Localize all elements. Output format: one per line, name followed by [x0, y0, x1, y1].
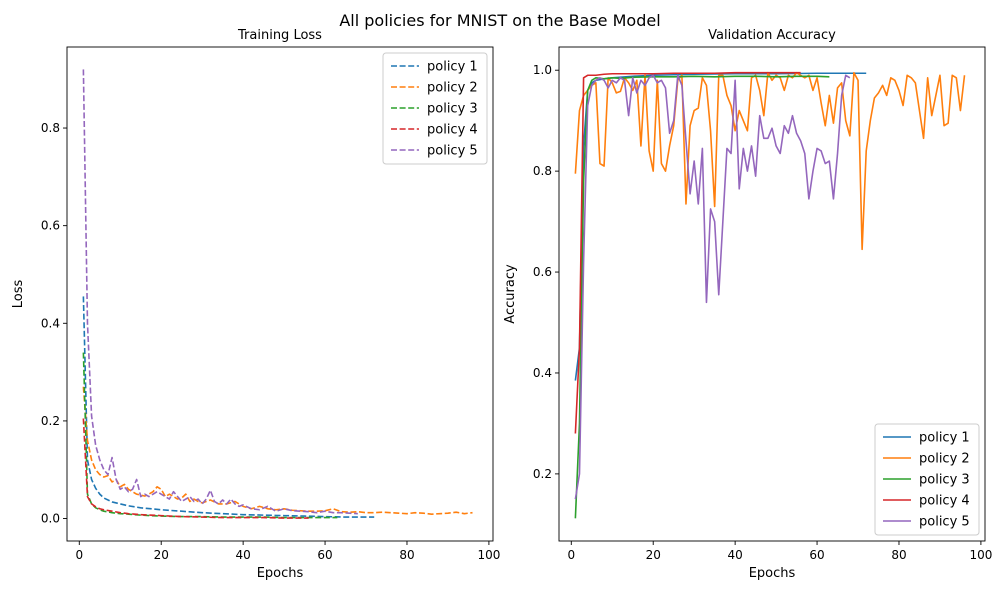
legend-label-policy-2: policy 2 [919, 452, 970, 467]
series-line-policy-4 [82, 418, 309, 519]
subplot-title: Validation Accuracy [708, 28, 836, 43]
series-line-policy-1 [574, 72, 867, 381]
legend-label-policy-3: policy 3 [427, 102, 478, 117]
legend-label-policy-1: policy 1 [919, 431, 970, 446]
y-axis-label: Accuracy [503, 264, 518, 324]
x-tick-label: 0 [75, 548, 83, 562]
axes-frame [558, 46, 986, 542]
y-tick-label: 0.4 [533, 366, 552, 380]
x-tick-label: 80 [891, 548, 906, 562]
x-tick-label: 60 [317, 548, 332, 562]
legend-frame [382, 52, 488, 165]
legend-label-policy-5: policy 5 [919, 515, 970, 530]
series-line-policy-5 [82, 69, 358, 515]
y-tick-label: 0.6 [533, 265, 552, 279]
x-axis-label: Epochs [257, 566, 304, 581]
series-lines [574, 71, 966, 519]
x-tick-label: 100 [969, 548, 992, 562]
legend-label-policy-1: policy 1 [427, 60, 478, 75]
x-tick-label: 100 [477, 548, 500, 562]
legend: policy 1 policy 2 policy 3 policy 4 policy 5 [874, 423, 980, 536]
series-lines [82, 69, 473, 519]
axes-frame [66, 46, 494, 542]
y-axis-label: Loss [11, 280, 26, 309]
x-tick-label: 40 [235, 548, 250, 562]
y-tick-label: 0.6 [41, 219, 60, 233]
series-line-policy-3 [574, 75, 830, 519]
figure-title: All policies for MNIST on the Base Model [339, 11, 660, 30]
x-axis-label: Epochs [749, 566, 796, 581]
x-tick-label: 20 [646, 548, 661, 562]
training-loss-plot: Training Loss 0 20 40 60 80 100 0.0 0.2 0.4 0.6 0.8… [11, 28, 500, 581]
y-tick-label: 1.0 [533, 63, 552, 77]
subplot-title: Training Loss [237, 28, 322, 43]
y-tick-label: 0.0 [41, 512, 60, 526]
y-tick-label: 0.8 [41, 121, 60, 135]
series-line-policy-2 [82, 386, 473, 515]
x-tick-label: 40 [727, 548, 742, 562]
y-tick-label: 0.2 [41, 414, 60, 428]
series-line-policy-2 [574, 71, 966, 251]
y-tick-label: 0.8 [533, 164, 552, 178]
series-line-policy-3 [82, 352, 338, 519]
y-tick-label: 0.4 [41, 316, 60, 330]
x-tick-label: 20 [154, 548, 169, 562]
series-line-policy-4 [574, 71, 801, 434]
legend-label-policy-2: policy 2 [427, 81, 478, 96]
legend: policy 1 policy 2 policy 3 policy 4 policy 5 [382, 52, 488, 165]
x-tick-label: 60 [809, 548, 824, 562]
x-tick-label: 0 [567, 548, 575, 562]
legend-label-policy-5: policy 5 [427, 144, 478, 159]
x-tick-label: 80 [399, 548, 414, 562]
y-tick-label: 0.2 [533, 467, 552, 481]
series-line-policy-5 [574, 74, 851, 500]
legend-label-policy-4: policy 4 [919, 494, 970, 509]
series-line-policy-1 [82, 296, 375, 518]
validation-accuracy-plot: Validation Accuracy 0 20 40 60 80 100 0.2 0.4 0.6… [503, 28, 992, 581]
legend-label-policy-3: policy 3 [919, 473, 970, 488]
legend-frame [874, 423, 980, 536]
legend-label-policy-4: policy 4 [427, 123, 478, 138]
